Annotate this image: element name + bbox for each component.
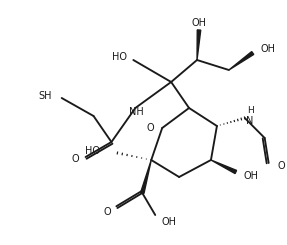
Polygon shape bbox=[229, 51, 254, 70]
Polygon shape bbox=[197, 30, 201, 60]
Polygon shape bbox=[141, 160, 151, 194]
Polygon shape bbox=[211, 160, 236, 173]
Text: OH: OH bbox=[244, 171, 259, 181]
Text: SH: SH bbox=[38, 91, 52, 101]
Text: OH: OH bbox=[161, 217, 176, 227]
Text: OH: OH bbox=[261, 44, 276, 54]
Text: N: N bbox=[246, 116, 253, 126]
Text: O: O bbox=[278, 161, 285, 171]
Text: OH: OH bbox=[191, 18, 207, 28]
Text: NH: NH bbox=[129, 107, 144, 117]
Text: HO: HO bbox=[84, 146, 100, 156]
Text: H: H bbox=[247, 106, 254, 114]
Text: HO: HO bbox=[113, 52, 127, 62]
Text: O: O bbox=[147, 123, 154, 133]
Text: O: O bbox=[104, 207, 111, 217]
Text: O: O bbox=[72, 154, 79, 164]
